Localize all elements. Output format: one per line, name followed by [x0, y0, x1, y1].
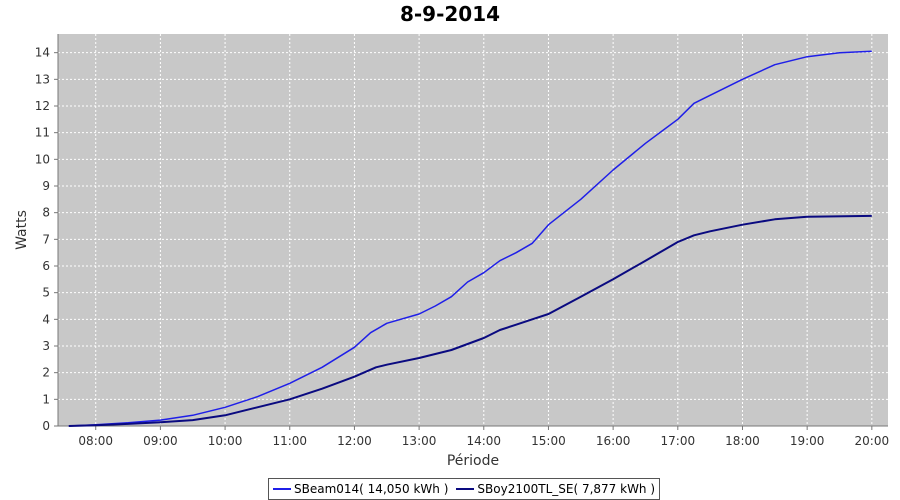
y-tick-label: 12: [35, 99, 50, 113]
x-tick-label: 13:00: [402, 434, 437, 448]
x-tick-label: 08:00: [78, 434, 113, 448]
y-tick-label: 3: [42, 339, 50, 353]
y-tick-label: 8: [42, 206, 50, 220]
legend-label: SBoy2100TL_SE( 7,877 kWh ): [477, 482, 656, 496]
legend-item: SBoy2100TL_SE( 7,877 kWh ): [456, 482, 655, 496]
x-tick-label: 09:00: [143, 434, 178, 448]
y-tick-label: 7: [42, 232, 50, 246]
x-tick-label: 18:00: [725, 434, 760, 448]
y-tick-label: 9: [42, 179, 50, 193]
x-tick-label: 15:00: [531, 434, 566, 448]
x-tick-label: 16:00: [596, 434, 631, 448]
x-tick-label: 11:00: [272, 434, 307, 448]
legend-label: SBeam014( 14,050 kWh ): [294, 482, 449, 496]
x-axis-label: Période: [447, 453, 499, 469]
y-tick-label: 6: [42, 259, 50, 273]
y-axis-label: Watts: [14, 210, 30, 250]
y-tick-label: 11: [35, 126, 50, 140]
x-tick-label: 12:00: [337, 434, 372, 448]
y-tick-label: 1: [42, 392, 50, 406]
y-tick-label: 0: [42, 419, 50, 433]
y-tick-label: 2: [42, 366, 50, 380]
y-tick-label: 14: [35, 46, 50, 60]
legend-swatch: [273, 488, 291, 490]
legend-item: SBeam014( 14,050 kWh ): [273, 482, 448, 496]
series-lines: [68, 50, 872, 427]
chart-title: 8-9-2014: [399, 2, 501, 26]
x-tick-label: 19:00: [790, 434, 825, 448]
x-tick-label: 10:00: [208, 434, 243, 448]
x-tick-label: 20:00: [855, 434, 890, 448]
legend: SBeam014( 14,050 kWh ) SBoy2100TL_SE( 7,8…: [268, 478, 661, 500]
y-tick-label: 5: [42, 286, 50, 300]
series-line-2: [68, 214, 872, 427]
legend-swatch: [456, 488, 475, 490]
plot-area: [58, 34, 888, 426]
y-tick-label: 4: [42, 312, 50, 326]
x-tick-label: 14:00: [466, 434, 501, 448]
series-line-1: [68, 50, 872, 427]
x-tick-label: 17:00: [661, 434, 696, 448]
y-tick-label: 10: [35, 152, 50, 166]
y-tick-label: 13: [35, 72, 50, 86]
grid-lines: [58, 34, 888, 426]
